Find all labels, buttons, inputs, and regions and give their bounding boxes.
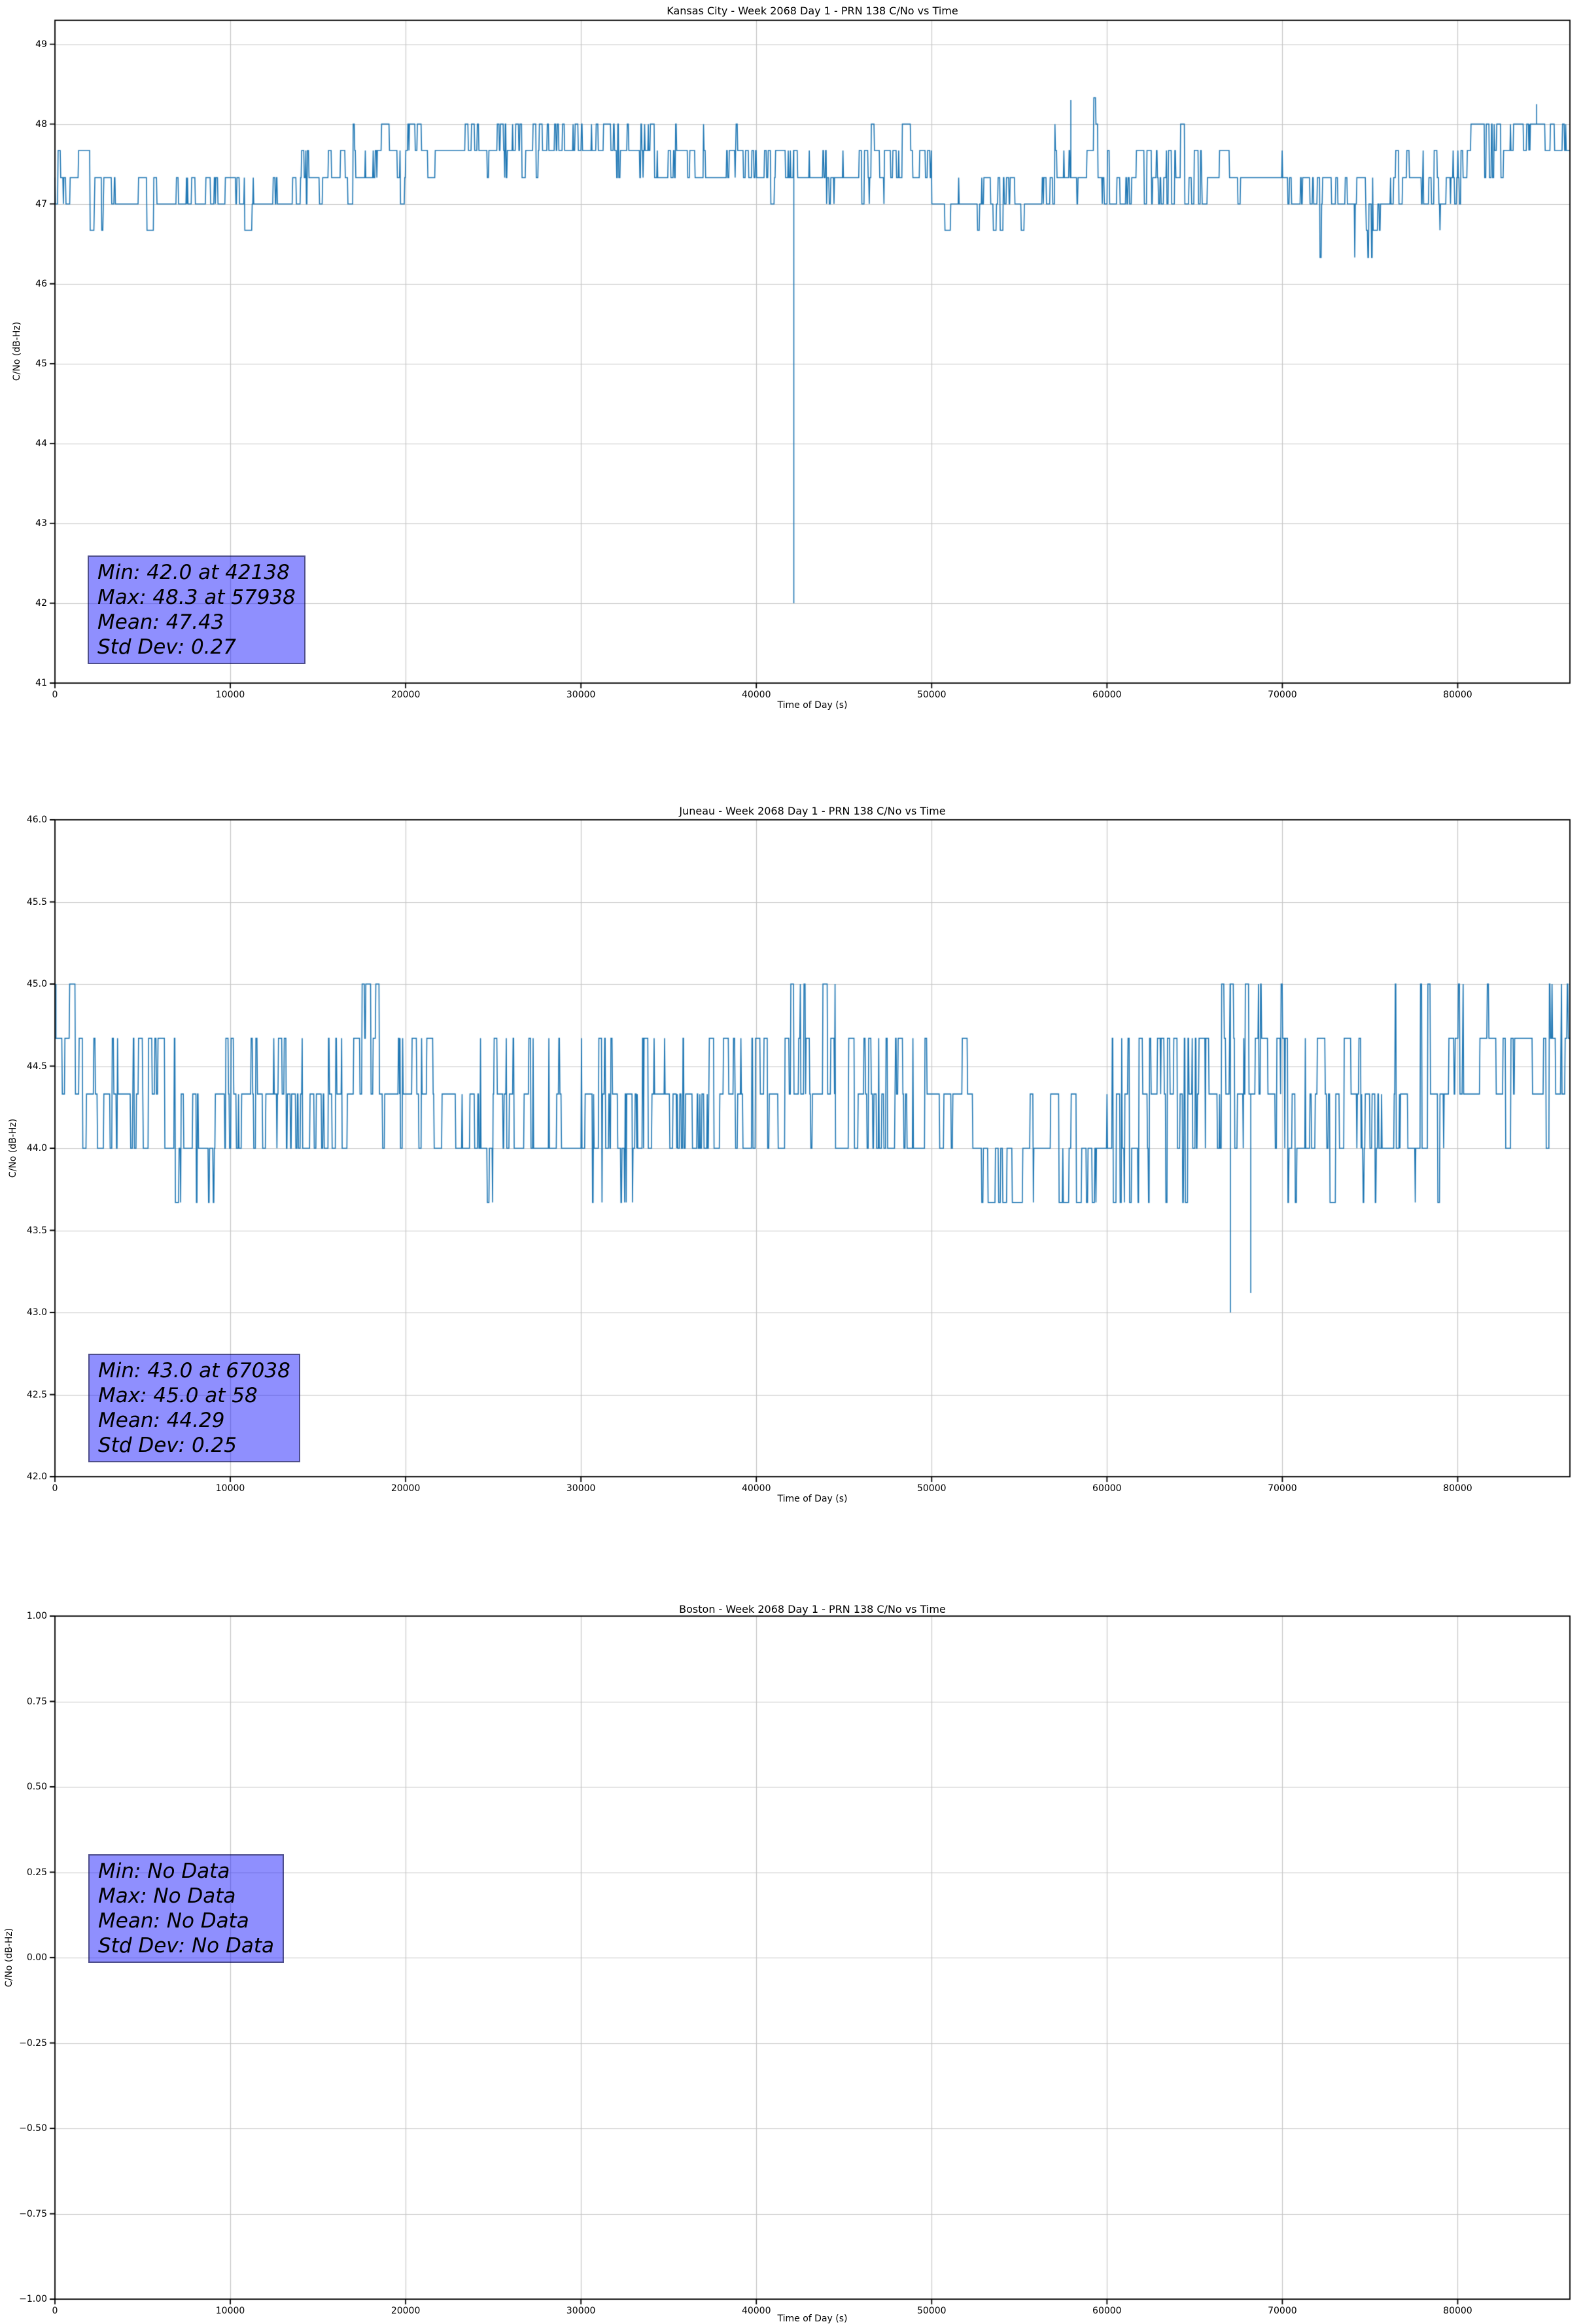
figure-page: { "figure": { "background": "#ffffff", "… (0, 0, 1583, 2324)
plot-canvas (0, 0, 1583, 2321)
